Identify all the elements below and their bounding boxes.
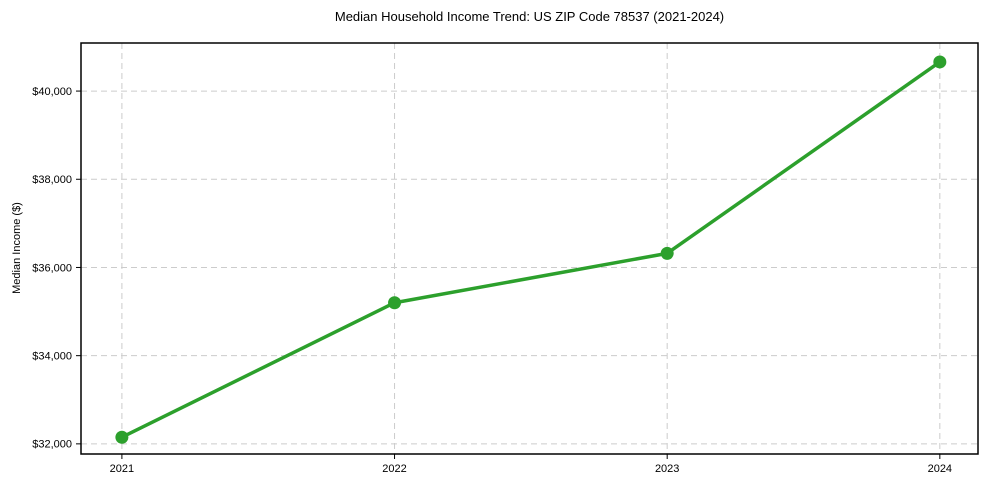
x-tick-label: 2024 xyxy=(928,463,952,475)
axes-frame xyxy=(80,42,979,455)
y-tick-label: $32,000 xyxy=(32,439,72,451)
x-tick-label: 2022 xyxy=(382,463,406,475)
x-tick-label: 2023 xyxy=(655,463,679,475)
y-tick-label: $36,000 xyxy=(32,262,72,274)
y-tick-label: $40,000 xyxy=(32,86,72,98)
x-tick-label: 2021 xyxy=(110,463,134,475)
data-point-2023 xyxy=(660,246,674,260)
data-point-2022 xyxy=(388,296,402,310)
y-tick-label: $34,000 xyxy=(32,351,72,363)
data-point-2024 xyxy=(933,55,947,69)
income-trend-line xyxy=(120,60,942,439)
y-tick-label: $38,000 xyxy=(32,174,72,186)
chart-title: Median Household Income Trend: US ZIP Co… xyxy=(334,9,725,24)
data-point-2021 xyxy=(115,430,129,444)
